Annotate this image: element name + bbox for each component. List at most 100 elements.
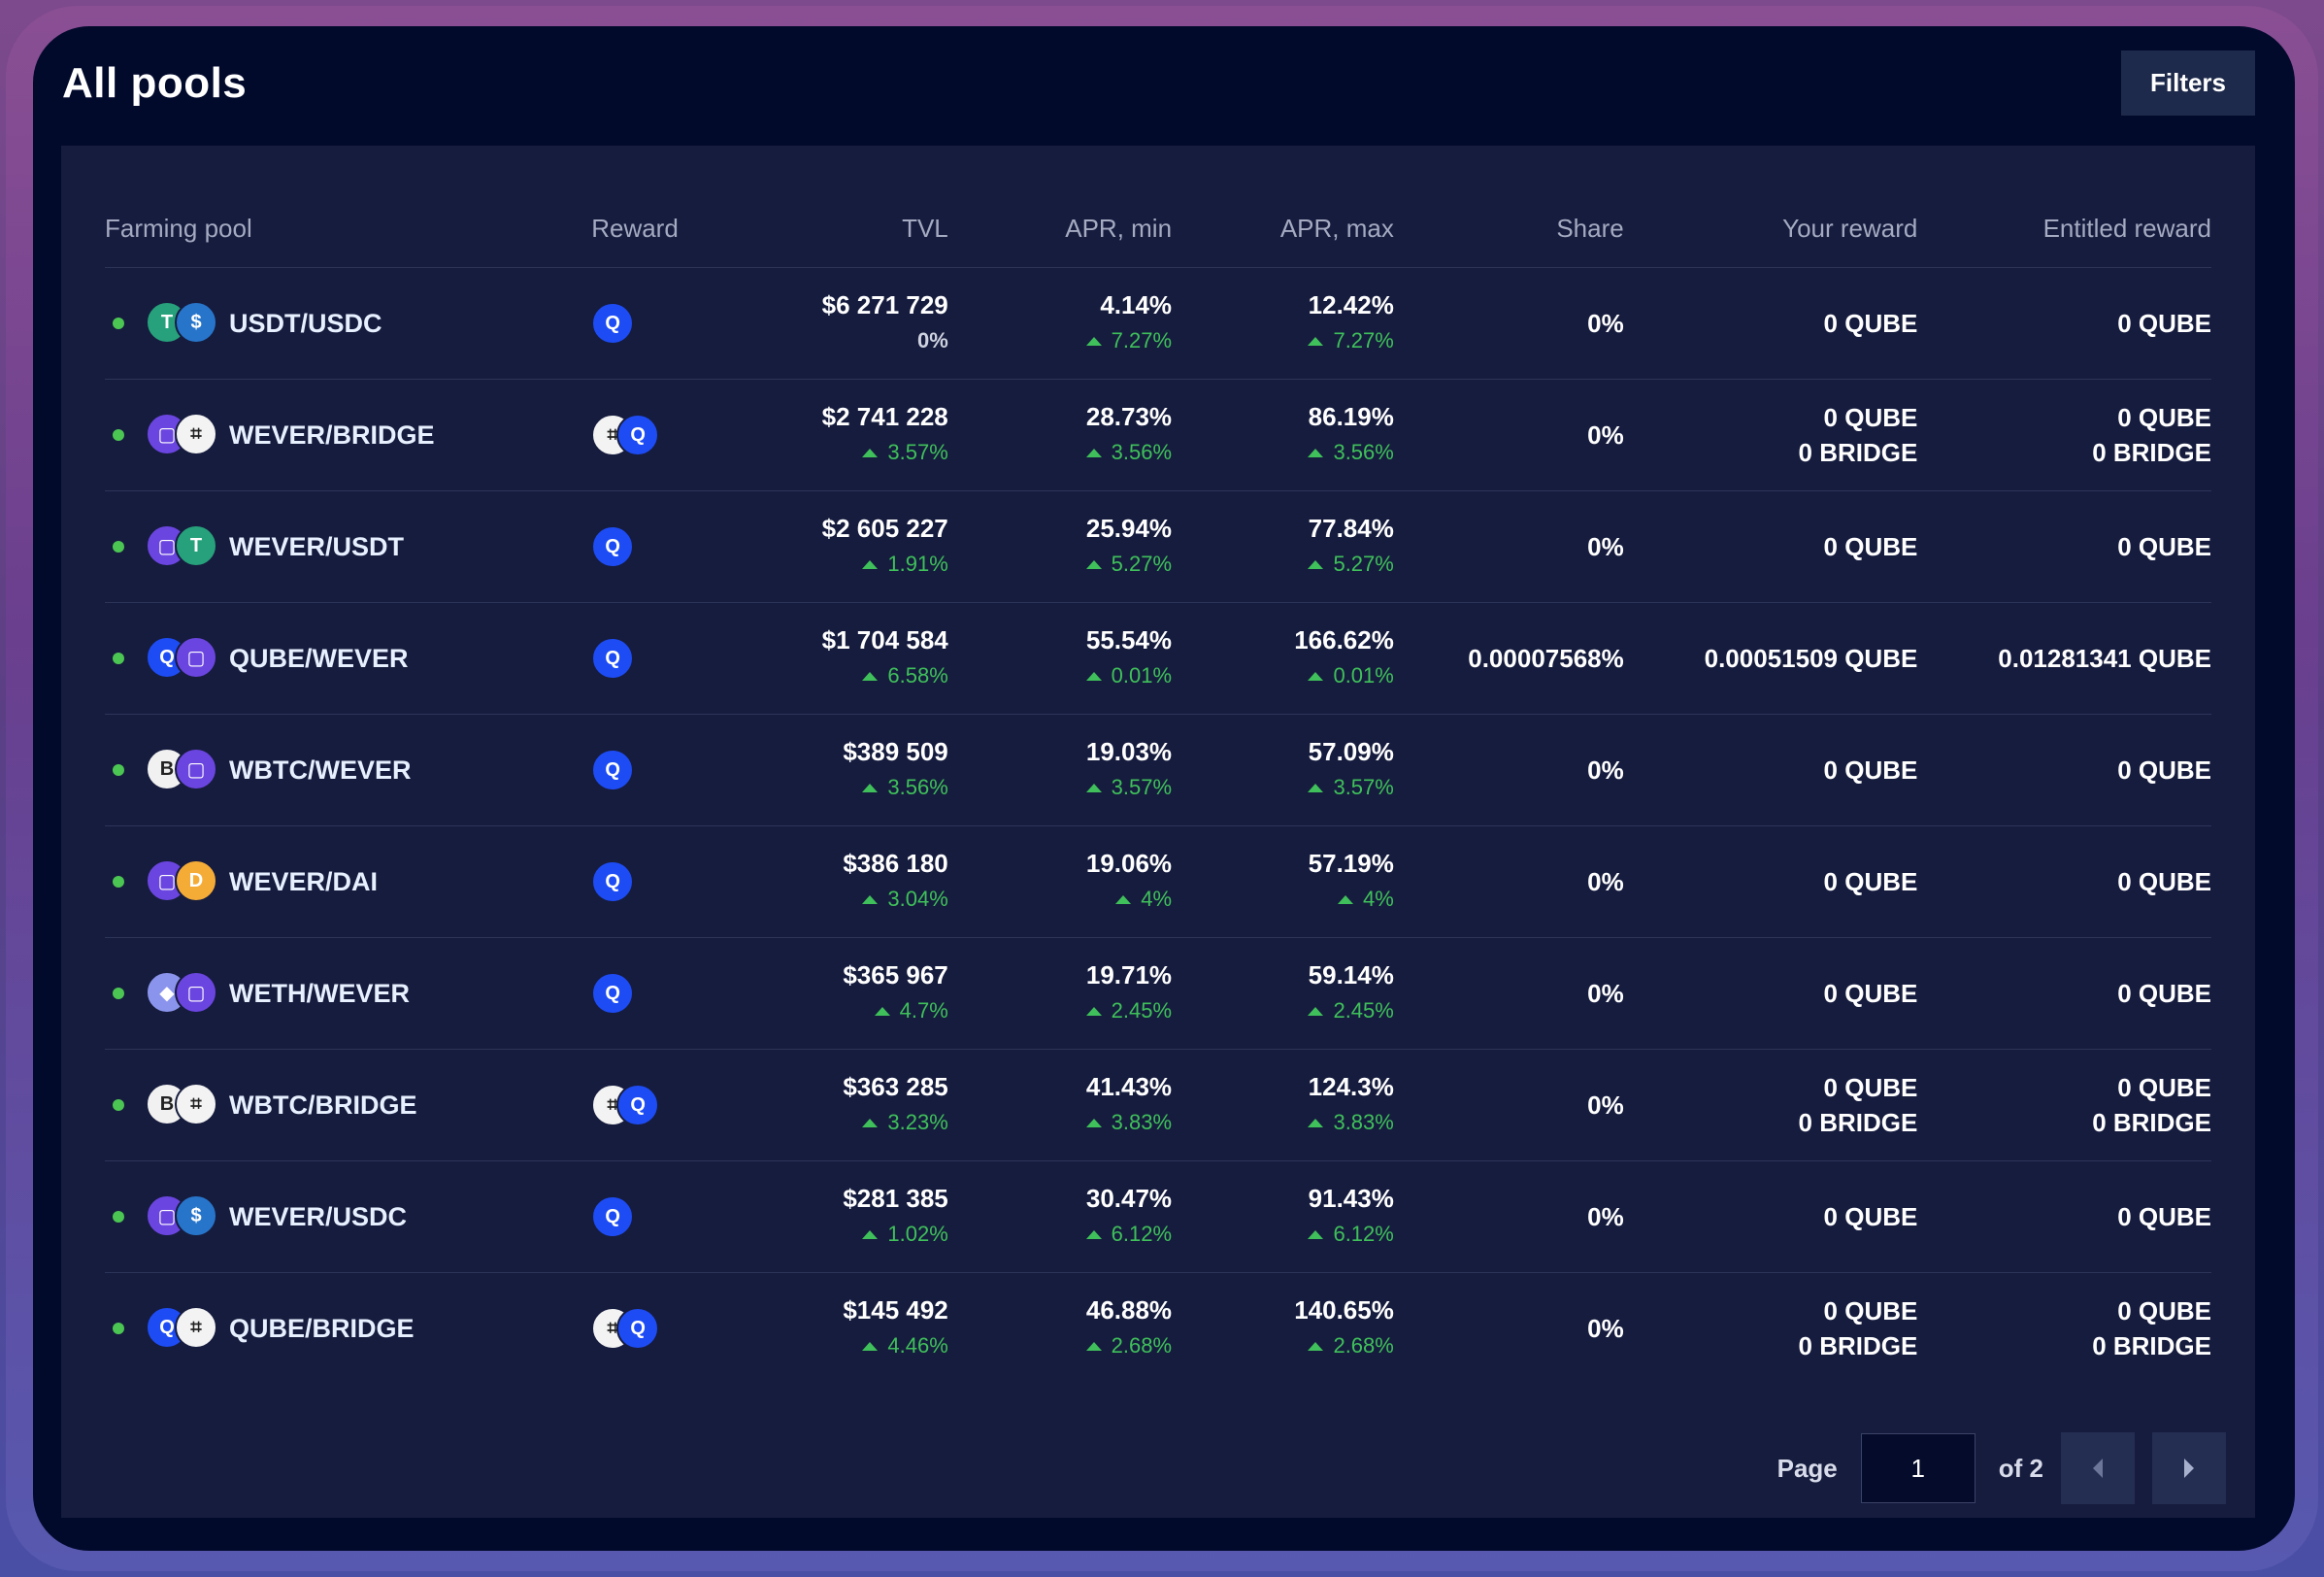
arrow-up-icon (862, 1342, 879, 1351)
table-row[interactable]: B ▢ WBTC/WEVER Q $389 509 3.56% 19.03% 3.57% 57.… (105, 714, 2211, 826)
pool-name[interactable]: WBTC/BRIDGE (229, 1090, 417, 1120)
usdc-icon: $ (175, 1194, 217, 1237)
col-header-entitled-reward[interactable]: Entitled reward (1917, 190, 2211, 268)
your-reward-value: 0 QUBE (1823, 1073, 1918, 1102)
col-header-tvl[interactable]: TVL (748, 190, 948, 268)
reward-cell: Q (591, 714, 749, 826)
filters-button[interactable]: Filters (2121, 50, 2255, 116)
next-page-button[interactable] (2152, 1432, 2226, 1504)
arrow-up-icon (1308, 449, 1324, 457)
tvl-cell: $2 605 227 1.91% (748, 490, 948, 603)
reward-cell: Q (591, 267, 749, 380)
reward-icons: Q (591, 972, 748, 1015)
apr-min-cell: 4.14% 7.27% (947, 267, 1173, 380)
share-value: 0% (1587, 979, 1624, 1008)
pool-name[interactable]: WETH/WEVER (229, 978, 410, 1008)
pool-name[interactable]: WBTC/WEVER (229, 755, 412, 785)
share-cell: 0% (1393, 937, 1624, 1050)
table-row[interactable]: B ⌗ WBTC/BRIDGE ⌗ Q $363 285 3.23% 41.43% 3.83% 1… (105, 1049, 2211, 1161)
wever-icon: ▢ (175, 971, 217, 1014)
your-reward-value: 0 BRIDGE (1798, 1108, 1918, 1137)
entitled-reward-value: 0 BRIDGE (2092, 1331, 2211, 1360)
entitled-reward-cell: 0 QUBE (1917, 937, 2211, 1050)
table-row[interactable]: Q ▢ QUBE/WEVER Q $1 704 584 6.58% 55.54% 0.01% 1… (105, 602, 2211, 715)
apr-min-change: 2.45% (948, 992, 1172, 1029)
col-header-farming-pool[interactable]: Farming pool (105, 190, 592, 268)
tvl-value: $2 741 228 (821, 402, 948, 431)
tvl-change: 1.91% (749, 546, 948, 583)
apr-max-cell: 59.14% 2.45% (1172, 937, 1394, 1050)
arrow-up-icon (1308, 1119, 1324, 1127)
token-pair-icons: ▢ $ (146, 1194, 219, 1239)
apr-max-change: 3.57% (1172, 769, 1394, 806)
col-header-share[interactable]: Share (1393, 190, 1624, 268)
apr-min-change: 5.27% (948, 546, 1172, 583)
pool-name[interactable]: USDT/USDC (229, 308, 382, 338)
reward-icons: ⌗ Q (591, 1084, 748, 1126)
arrow-up-icon (1085, 1119, 1102, 1127)
tvl-change: 3.56% (749, 769, 948, 806)
tvl-change-text: 1.91% (887, 552, 948, 576)
page-title: All pools (62, 59, 248, 107)
status-dot (113, 876, 124, 888)
col-header-your-reward[interactable]: Your reward (1623, 190, 1918, 268)
apr-max-change: 3.56% (1172, 434, 1394, 471)
pools-panel: Farming pool Reward TVL APR, min APR, ma… (61, 146, 2255, 1518)
pool-name[interactable]: WEVER/DAI (229, 866, 379, 896)
apr-max-change: 2.45% (1172, 992, 1394, 1029)
apr-min-value: 19.06% (1085, 849, 1173, 878)
table-header-row: Farming pool Reward TVL APR, min APR, ma… (105, 190, 2211, 268)
your-reward-value: 0 QUBE (1823, 309, 1918, 338)
tvl-cell: $386 180 3.04% (748, 825, 948, 938)
page-number-input[interactable] (1860, 1433, 1975, 1503)
apr-min-change-text: 5.27% (1111, 552, 1173, 576)
pool-name[interactable]: QUBE/WEVER (229, 643, 409, 673)
your-reward-value: 0 BRIDGE (1798, 1331, 1918, 1360)
reward-cell: ⌗ Q (591, 1049, 749, 1161)
apr-min-value: 28.73% (1085, 402, 1173, 431)
your-reward-value: 0 QUBE (1823, 867, 1918, 896)
pool-cell: Q ▢ QUBE/WEVER (105, 602, 592, 715)
pool-cell: T $ USDT/USDC (105, 267, 592, 380)
arrow-up-icon (1308, 337, 1324, 346)
apr-min-change-text: 3.56% (1111, 440, 1173, 464)
col-header-reward[interactable]: Reward (591, 190, 749, 268)
status-dot (113, 764, 124, 776)
table-row[interactable]: ▢ D WEVER/DAI Q $386 180 3.04% 19.06% 4% 57.19% 4… (105, 825, 2211, 938)
apr-min-change-text: 0.01% (1111, 663, 1173, 688)
arrow-up-icon (874, 1007, 890, 1016)
col-header-apr-max[interactable]: APR, max (1172, 190, 1394, 268)
pool-name[interactable]: WEVER/BRIDGE (229, 419, 435, 450)
pool-info: T $ USDT/USDC (105, 301, 591, 346)
table-row[interactable]: T $ USDT/USDC Q $6 271 729 0% 4.14% 7.27% 12.42%… (105, 267, 2211, 380)
prev-page-button[interactable] (2061, 1432, 2135, 1504)
table-row[interactable]: ▢ T WEVER/USDT Q $2 605 227 1.91% 25.94% 5.27% 7… (105, 490, 2211, 603)
arrow-up-icon (862, 1230, 879, 1239)
table-row[interactable]: ▢ ⌗ WEVER/BRIDGE ⌗ Q $2 741 228 3.57% 28.73% 3.5… (105, 379, 2211, 491)
tvl-cell: $6 271 729 0% (748, 267, 948, 380)
table-row[interactable]: ▢ $ WEVER/USDC Q $281 385 1.02% 30.47% 6.12% 91.… (105, 1160, 2211, 1273)
pool-name[interactable]: WEVER/USDC (229, 1201, 408, 1231)
pool-name[interactable]: QUBE/BRIDGE (229, 1313, 415, 1343)
apr-min-change: 2.68% (948, 1327, 1172, 1364)
apr-max-change: 6.12% (1172, 1216, 1394, 1253)
col-header-apr-min[interactable]: APR, min (947, 190, 1173, 268)
apr-max-change-text: 2.68% (1333, 1333, 1394, 1358)
table-row[interactable]: Q ⌗ QUBE/BRIDGE ⌗ Q $145 492 4.46% 46.88% 2.68% 1… (105, 1273, 2211, 1385)
pool-name[interactable]: WEVER/USDT (229, 531, 405, 561)
tether-icon: T (175, 524, 217, 567)
pool-info: ▢ T WEVER/USDT (105, 524, 591, 569)
share-cell: 0% (1393, 714, 1624, 826)
tvl-change: 3.57% (749, 434, 948, 471)
tvl-value: $363 285 (843, 1072, 948, 1101)
qube-icon: Q (616, 1307, 660, 1350)
tvl-change-text: 3.04% (887, 887, 948, 911)
your-reward-cell: 0 QUBE (1623, 267, 1918, 380)
token-pair-icons: ◆ ▢ (146, 971, 219, 1016)
tvl-value: $386 180 (843, 849, 948, 878)
apr-max-cell: 12.42% 7.27% (1172, 267, 1394, 380)
your-reward-cell: 0 QUBE (1623, 825, 1918, 938)
table-row[interactable]: ◆ ▢ WETH/WEVER Q $365 967 4.7% 19.71% 2.45% 59.1… (105, 937, 2211, 1050)
token-pair-icons: Q ⌗ (146, 1306, 219, 1351)
tvl-cell: $363 285 3.23% (748, 1049, 948, 1161)
